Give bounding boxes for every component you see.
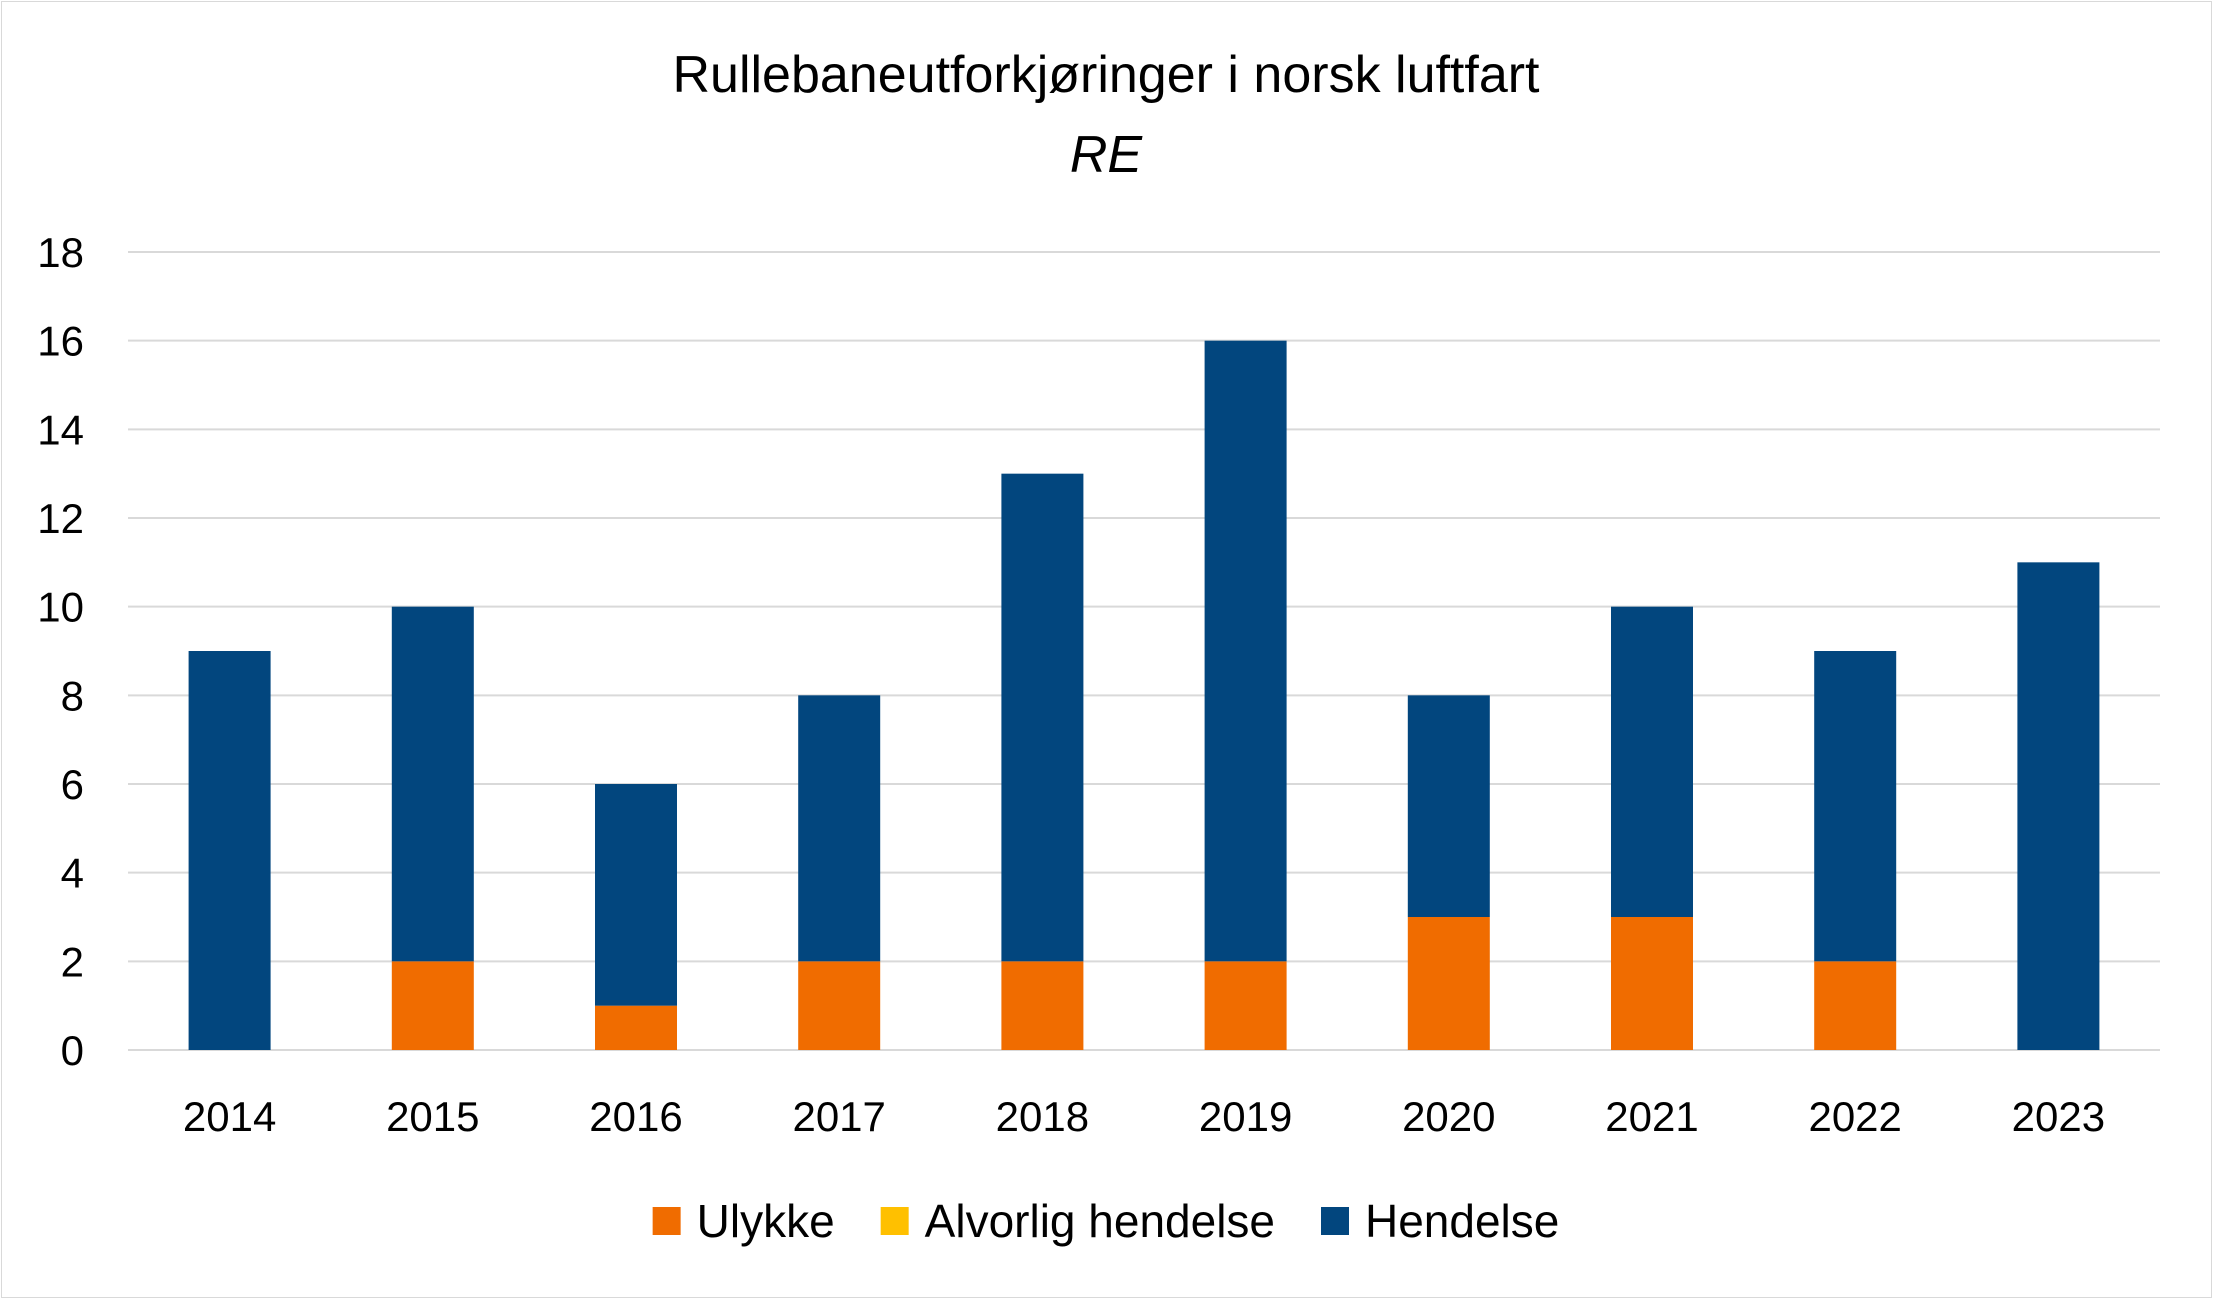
bar-hendelse-2014: [188, 651, 271, 1050]
bar-hendelse-2016: [595, 784, 677, 1006]
x-tick-label: 2022: [1808, 1093, 1901, 1140]
bar-hendelse-2023: [2017, 562, 2100, 1050]
y-tick-label: 4: [61, 850, 84, 897]
x-tick-label: 2016: [589, 1093, 682, 1140]
y-axis-tick-labels: 0 2 4 6 8 10 12 14 16 18: [37, 229, 84, 1074]
x-tick-label: 2017: [792, 1093, 885, 1140]
bar-ulykke-2020: [1407, 917, 1490, 1050]
x-axis-tick-labels: 2014 2015 2016 2017 2018 2019 2020 2021 2022 2023: [183, 1093, 2105, 1140]
x-tick-label: 2015: [386, 1093, 479, 1140]
bar-ulykke-2015: [391, 961, 474, 1050]
chart-title: Rullebaneutforkjøringer i norsk luftfart: [672, 46, 1540, 104]
legend-label: Ulykke: [697, 1195, 835, 1247]
bar-ulykke-2017: [798, 961, 881, 1050]
y-tick-label: 8: [61, 672, 84, 719]
chart-subtitle: RE: [1070, 126, 1144, 184]
bar-ulykke-2019: [1204, 961, 1287, 1050]
legend-item-ulykke: Ulykke: [652, 1195, 835, 1247]
x-tick-label: 2018: [996, 1093, 1089, 1140]
x-tick-label: 2021: [1605, 1093, 1698, 1140]
legend-swatch: [652, 1207, 681, 1235]
bar-hendelse-2020: [1407, 695, 1490, 917]
legend-item-alvorlig-hendelse: Alvorlig hendelse: [880, 1195, 1275, 1247]
bars: [188, 340, 2100, 1050]
y-tick-label: 16: [37, 318, 84, 365]
bar-ulykke-2022: [1814, 961, 1897, 1050]
bar-hendelse-2015: [391, 606, 474, 962]
y-tick-label: 18: [37, 229, 84, 276]
x-tick-label: 2014: [183, 1093, 276, 1140]
x-tick-label: 2023: [2012, 1093, 2105, 1140]
bar-ulykke-2016: [595, 1005, 677, 1050]
y-tick-label: 10: [37, 584, 84, 631]
x-tick-label: 2020: [1402, 1093, 1495, 1140]
bar-ulykke-2021: [1611, 917, 1693, 1050]
legend-label: Alvorlig hendelse: [925, 1195, 1275, 1247]
bar-hendelse-2018: [1001, 473, 1084, 962]
y-tick-label: 14: [37, 406, 84, 453]
bar-hendelse-2021: [1611, 606, 1693, 917]
legend-label: Hendelse: [1365, 1195, 1559, 1247]
legend-item-hendelse: Hendelse: [1321, 1195, 1559, 1247]
y-tick-label: 0: [61, 1027, 84, 1074]
y-tick-label: 12: [37, 495, 84, 542]
bar-ulykke-2018: [1001, 961, 1084, 1050]
bar-hendelse-2019: [1204, 340, 1287, 962]
y-tick-label: 2: [61, 938, 84, 985]
legend: Ulykke Alvorlig hendelse Hendelse: [652, 1195, 1559, 1247]
legend-swatch: [880, 1207, 909, 1235]
x-tick-label: 2019: [1199, 1093, 1292, 1140]
bar-hendelse-2017: [798, 695, 881, 962]
legend-swatch: [1321, 1207, 1349, 1235]
bar-hendelse-2022: [1814, 651, 1897, 962]
y-tick-label: 6: [61, 761, 84, 808]
